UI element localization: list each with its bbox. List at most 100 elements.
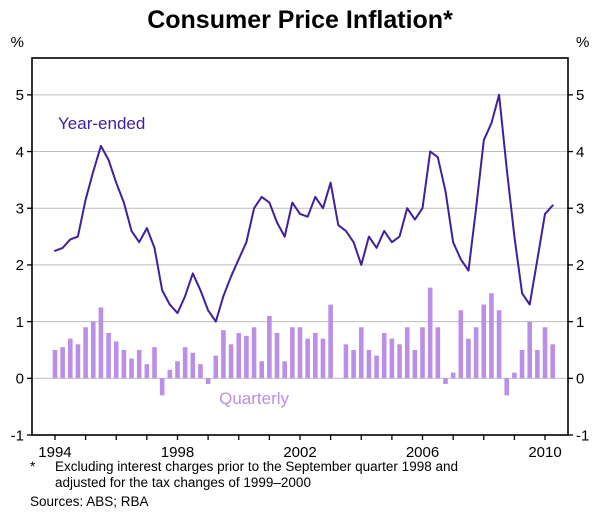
y-tick-label-left: 5 [16,87,24,104]
quarterly-bar [519,349,525,379]
series-label-quarterly: Quarterly [219,389,289,408]
quarterly-bar [175,361,180,379]
y-tick-label-right: 0 [576,371,584,388]
footnote-text: Excluding interest charges prior to the … [55,459,458,491]
series-label-year-ended: Year-ended [58,114,145,133]
quarterly-bar [251,327,257,379]
quarterly-bar [60,347,65,379]
unit-label-right: % [576,34,589,51]
quarterly-bar [159,378,165,396]
y-tick-label-left: -1 [11,427,24,444]
x-tick-label: 2006 [406,444,439,461]
quarterly-bar [98,307,104,379]
quarterly-bar [381,332,387,379]
quarterly-bar [282,361,287,379]
footnote: * Excluding interest charges prior to th… [30,459,575,491]
quarterly-bar [420,327,425,379]
y-tick-label-right: 5 [576,87,584,104]
quarterly-bar [213,355,219,379]
quarterly-bar [313,332,318,379]
quarterly-bar [427,287,433,379]
quarterly-bar [412,349,418,379]
quarterly-bar [274,332,280,379]
quarterly-bar [458,310,464,379]
y-tick-label-left: 1 [16,314,24,331]
quarterly-bar [481,304,487,379]
y-tick-label-left: 3 [16,200,24,217]
quarterly-bar [144,364,150,379]
quarterly-bar [244,335,249,379]
x-tick-label: 1998 [161,444,194,461]
series-labels: Year-ended Quarterly [58,114,289,408]
quarterly-bar [75,344,81,379]
quarterly-bar [397,344,402,379]
quarterly-bar [259,361,265,379]
y-tick-label-right: 1 [576,314,584,331]
quarterly-bar [542,327,548,379]
quarterly-bar [443,378,448,384]
quarterly-bar [320,338,326,379]
x-tick-label: 2010 [528,444,561,461]
quarterly-bar [466,338,471,379]
quarterly-bar [512,372,517,379]
quarterly-bar [343,344,349,379]
quarterly-bar [297,327,303,379]
quarterly-bars [52,287,555,396]
quarterly-bar [473,327,479,379]
x-axis-labels: 1994 1998 2002 2006 2010 [38,435,562,461]
y-tick-label-right: -1 [576,427,589,444]
quarterly-bar [121,349,127,379]
quarterly-bar [167,369,173,379]
quarterly-bar [450,372,456,379]
quarterly-bar [152,347,157,379]
quarterly-bar [52,349,58,379]
quarterly-bar [535,349,540,379]
quarterly-bar [489,293,494,379]
quarterly-bar [374,355,379,379]
quarterly-bar [129,358,134,379]
year-ended-line [54,93,554,323]
quarterly-bar [366,349,372,379]
gridlines [32,94,568,379]
y-tick-label-right: 2 [576,257,584,274]
quarterly-bar [198,364,203,379]
x-tick-label: 1994 [38,444,71,461]
quarterly-bar [106,332,111,379]
quarterly-bar [221,330,226,379]
x-tick-label: 2002 [283,444,316,461]
quarterly-bar [328,304,333,379]
quarterly-bar [435,327,441,379]
quarterly-bar [228,344,234,379]
quarterly-bar [504,378,510,396]
quarterly-bar [496,310,502,379]
sources: Sources: ABS; RBA [30,494,149,509]
quarterly-bar [351,349,356,379]
quarterly-bar [404,327,410,379]
footnote-line-2: adjusted for the tax changes of 1999–200… [55,475,311,490]
quarterly-bar [236,332,242,379]
quarterly-bar [182,347,188,379]
footnote-marker: * [30,459,36,474]
quarterly-bar [113,341,119,379]
y-tick-label-left: 0 [16,371,24,388]
quarterly-bar [190,352,196,379]
y-tick-label-right: 4 [576,144,584,161]
quarterly-bar [290,327,295,379]
quarterly-bar [389,338,395,379]
unit-label-left: % [11,34,24,51]
quarterly-bar [67,338,73,379]
y-tick-label-left: 2 [16,257,24,274]
footnote-line-1: Excluding interest charges prior to the … [55,459,458,474]
quarterly-bar [305,338,310,379]
quarterly-bar [205,378,211,384]
quarterly-bar [550,344,555,379]
quarterly-bar [267,315,272,379]
chart-title: Consumer Price Inflation* [147,6,453,34]
quarterly-bar [90,321,96,379]
quarterly-bar [83,327,88,379]
y-tick-label-right: 3 [576,200,584,217]
quarterly-bar [136,349,142,379]
quarterly-bar [358,327,364,379]
